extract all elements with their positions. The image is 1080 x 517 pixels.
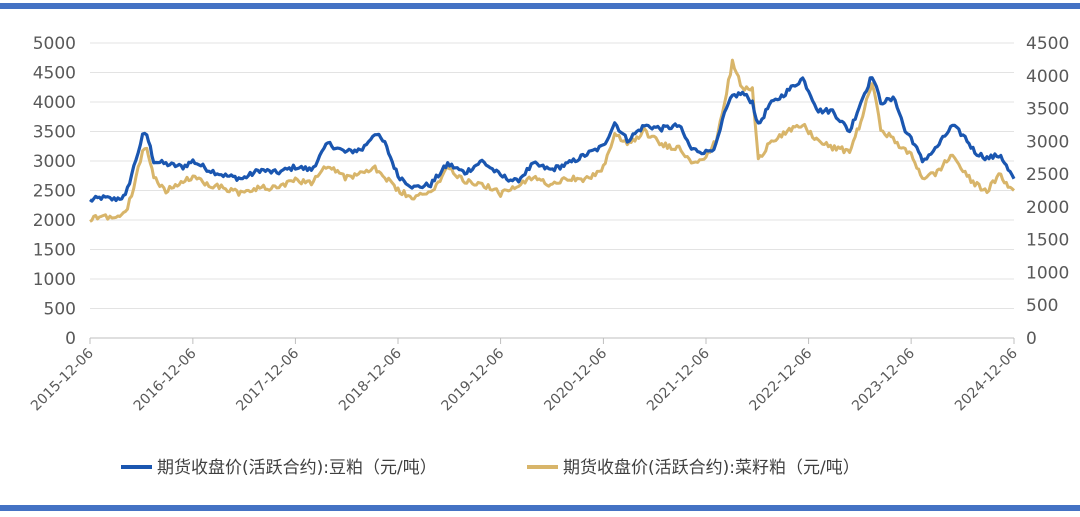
left-y-tick-label: 4000 bbox=[33, 93, 76, 113]
right-y-tick-label: 4500 bbox=[1026, 34, 1069, 54]
right-y-tick-label: 2500 bbox=[1026, 165, 1069, 185]
right-y-tick-label: 500 bbox=[1026, 296, 1058, 316]
left-y-tick-label: 2500 bbox=[33, 182, 76, 202]
x-tick-label: 2018-12-06 bbox=[336, 345, 405, 414]
bottom-border-rule bbox=[0, 505, 1080, 511]
x-tick-label: 2017-12-06 bbox=[233, 345, 302, 414]
x-axis-ticks: 2015-12-06 2016-12-06 2017-12-06 2018-12-06… bbox=[28, 338, 1021, 414]
right-y-tick-label: 2000 bbox=[1026, 198, 1069, 218]
x-tick-label: 2023-12-06 bbox=[849, 345, 918, 414]
x-tick-label: 2020-12-06 bbox=[541, 345, 610, 414]
left-y-tick-label: 1000 bbox=[33, 270, 76, 290]
left-y-tick-label: 500 bbox=[44, 300, 76, 320]
x-tick-label: 2021-12-06 bbox=[644, 345, 713, 414]
legend-item-series-1[interactable]: 期货收盘价(活跃合约):豆粕（元/吨） bbox=[121, 458, 437, 478]
left-y-tick-label: 3500 bbox=[33, 123, 76, 143]
right-y-tick-label: 3500 bbox=[1026, 100, 1069, 120]
right-y-axis-ticks: 4500 4000 3500 3000 2500 2000 1500 1000 500 0 bbox=[1026, 34, 1069, 349]
right-y-tick-label: 3000 bbox=[1026, 132, 1069, 152]
left-y-tick-label: 1500 bbox=[33, 241, 76, 261]
left-y-tick-label: 4500 bbox=[33, 64, 76, 84]
legend-item-series-2[interactable]: 期货收盘价(活跃合约):菜籽粕（元/吨） bbox=[527, 458, 860, 478]
series-lines bbox=[89, 58, 1016, 223]
left-y-tick-label: 2000 bbox=[33, 211, 76, 231]
right-y-tick-label: 1500 bbox=[1026, 231, 1069, 251]
right-y-tick-label: 1000 bbox=[1026, 263, 1069, 283]
legend-label-rapeseed-meal: 期货收盘价(活跃合约):菜籽粕（元/吨） bbox=[563, 458, 860, 478]
series-line-rapeseed-meal bbox=[89, 58, 1016, 223]
x-tick-label: 2015-12-06 bbox=[28, 345, 97, 414]
right-y-tick-label: 4000 bbox=[1026, 67, 1069, 87]
left-y-tick-label: 5000 bbox=[33, 34, 76, 54]
x-tick-label: 2022-12-06 bbox=[747, 345, 816, 414]
left-y-tick-label: 3000 bbox=[33, 152, 76, 172]
x-tick-label: 2016-12-06 bbox=[131, 345, 200, 414]
legend: 期货收盘价(活跃合约):豆粕（元/吨） 期货收盘价(活跃合约):菜籽粕（元/吨） bbox=[121, 458, 860, 478]
left-y-tick-label: 0 bbox=[65, 329, 76, 349]
x-tick-label: 2019-12-06 bbox=[439, 345, 508, 414]
right-y-tick-label: 0 bbox=[1026, 329, 1037, 349]
series-line-soymeal bbox=[89, 76, 1016, 203]
legend-label-soymeal: 期货收盘价(活跃合约):豆粕（元/吨） bbox=[157, 458, 437, 478]
x-tick-label: 2024-12-06 bbox=[952, 345, 1021, 414]
top-border-rule bbox=[0, 3, 1080, 9]
